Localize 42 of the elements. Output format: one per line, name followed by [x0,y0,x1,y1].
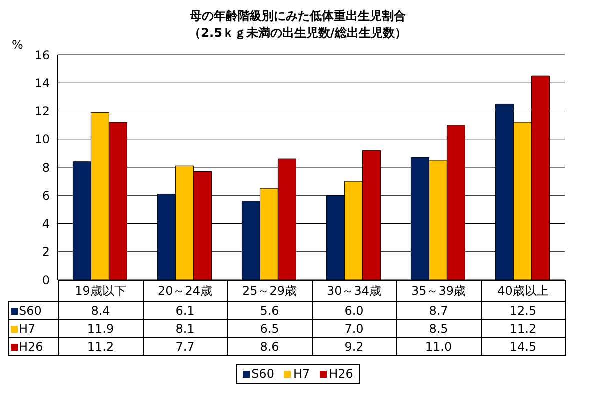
text: S60 [252,367,274,381]
data-label: 8.5 [396,320,481,338]
legend-label: H26 [328,367,354,381]
data-label: 12.5 [481,302,566,320]
data-label: 7.0 [312,320,396,338]
x-tick-label: 20～24歳 [143,280,228,302]
data-label: 11.2 [481,320,566,338]
data-label: 8.7 [396,302,481,320]
data-label: 6.0 [312,302,396,320]
data-label: 8.6 [228,338,312,356]
x-tick-label: 40歳以上 [481,280,566,302]
y-tick-label: 0 [42,273,50,288]
y-tick-label: 4 [42,217,50,232]
y-tick-label: 14 [34,76,50,90]
chart-subtitle: （2.5ｋｇ未満の出生児数/総出生児数） [189,26,407,40]
x-tick-label: 19歳以下 [58,280,143,302]
data-label: 6.5 [228,320,312,338]
chart-title: 母の年齢階級別にみた低体重出生児割合 [189,8,407,25]
data-label: 11.2 [58,338,143,356]
y-axis-title: % [12,38,24,52]
data-label: 6.1 [143,302,228,320]
y-tick-label: 10 [34,132,50,147]
legend-label: H7 [8,320,58,338]
legend-label: S60 [8,302,58,320]
data-label: 7.7 [143,338,228,356]
y-tick-label: 8 [42,160,50,175]
data-label: 14.5 [481,338,566,356]
text: H26 [19,340,44,354]
data-label: 8.4 [58,302,143,320]
data-label: 11.0 [396,338,481,356]
data-label: 8.1 [143,320,228,338]
y-tick-label: 6 [42,188,50,203]
data-label: 9.2 [312,338,396,356]
y-tick-label: 12 [34,104,50,119]
data-label: 5.6 [228,302,312,320]
y-tick-label: 2 [42,245,50,260]
data-label: 11.9 [58,320,143,338]
text: H7 [293,367,310,381]
x-tick-label: 30～34歳 [312,280,396,302]
x-tick-label: 25～29歳 [228,280,312,302]
x-tick-label: 35～39歳 [396,280,481,302]
y-tick-label: 16 [34,48,50,62]
